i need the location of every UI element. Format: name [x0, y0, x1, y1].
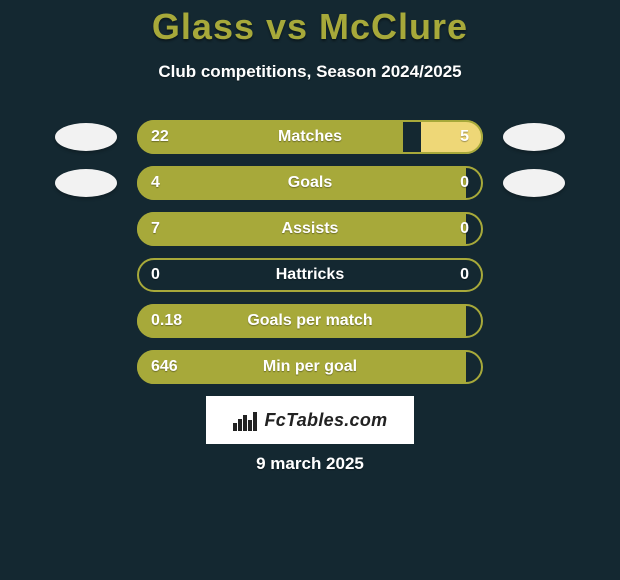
stat-label: Assists	[137, 212, 483, 246]
stat-label: Matches	[137, 120, 483, 154]
stat-row: Matches22 5	[55, 120, 565, 154]
stat-row: Hattricks0 0	[55, 258, 565, 292]
brand-text: FcTables.com	[265, 410, 388, 431]
bar-wrap: Min per goal	[137, 350, 483, 384]
bar-wrap: Goals per match	[137, 304, 483, 338]
bar-wrap: Hattricks	[137, 258, 483, 292]
stat-value-right: 0	[460, 166, 469, 200]
stat-row: Goals4 0	[55, 166, 565, 200]
stat-row: Goals per match0.18	[55, 304, 565, 338]
player-avatar-right	[503, 169, 565, 197]
stat-value-left: 0.18	[151, 304, 182, 338]
stat-value-left: 0	[151, 258, 160, 292]
stat-value-right: 0	[460, 258, 469, 292]
comparison-card: Glass vs McClure Club competitions, Seas…	[0, 0, 620, 580]
bar-wrap: Matches	[137, 120, 483, 154]
subtitle: Club competitions, Season 2024/2025	[0, 62, 620, 82]
bar-wrap: Assists	[137, 212, 483, 246]
player-avatar-right	[503, 123, 565, 151]
stat-value-left: 7	[151, 212, 160, 246]
footer-date: 9 march 2025	[0, 454, 620, 474]
stat-value-right: 0	[460, 212, 469, 246]
stat-rows: Matches225Goals40Assists70Hattricks00Goa…	[0, 120, 620, 396]
stat-label: Goals per match	[137, 304, 483, 338]
stat-label: Hattricks	[137, 258, 483, 292]
player-avatar-left	[55, 169, 117, 197]
stat-row: Assists7 0	[55, 212, 565, 246]
stat-value-left: 22	[151, 120, 169, 154]
stat-value-left: 646	[151, 350, 178, 384]
stat-label: Goals	[137, 166, 483, 200]
bar-wrap: Goals	[137, 166, 483, 200]
stat-value-right: 5	[460, 120, 469, 154]
page-title: Glass vs McClure	[0, 0, 620, 48]
stat-label: Min per goal	[137, 350, 483, 384]
stat-row: Min per goal646	[55, 350, 565, 384]
player-avatar-left	[55, 123, 117, 151]
stat-value-left: 4	[151, 166, 160, 200]
brand-badge[interactable]: FcTables.com	[206, 396, 414, 444]
brand-bars-icon	[233, 409, 259, 431]
